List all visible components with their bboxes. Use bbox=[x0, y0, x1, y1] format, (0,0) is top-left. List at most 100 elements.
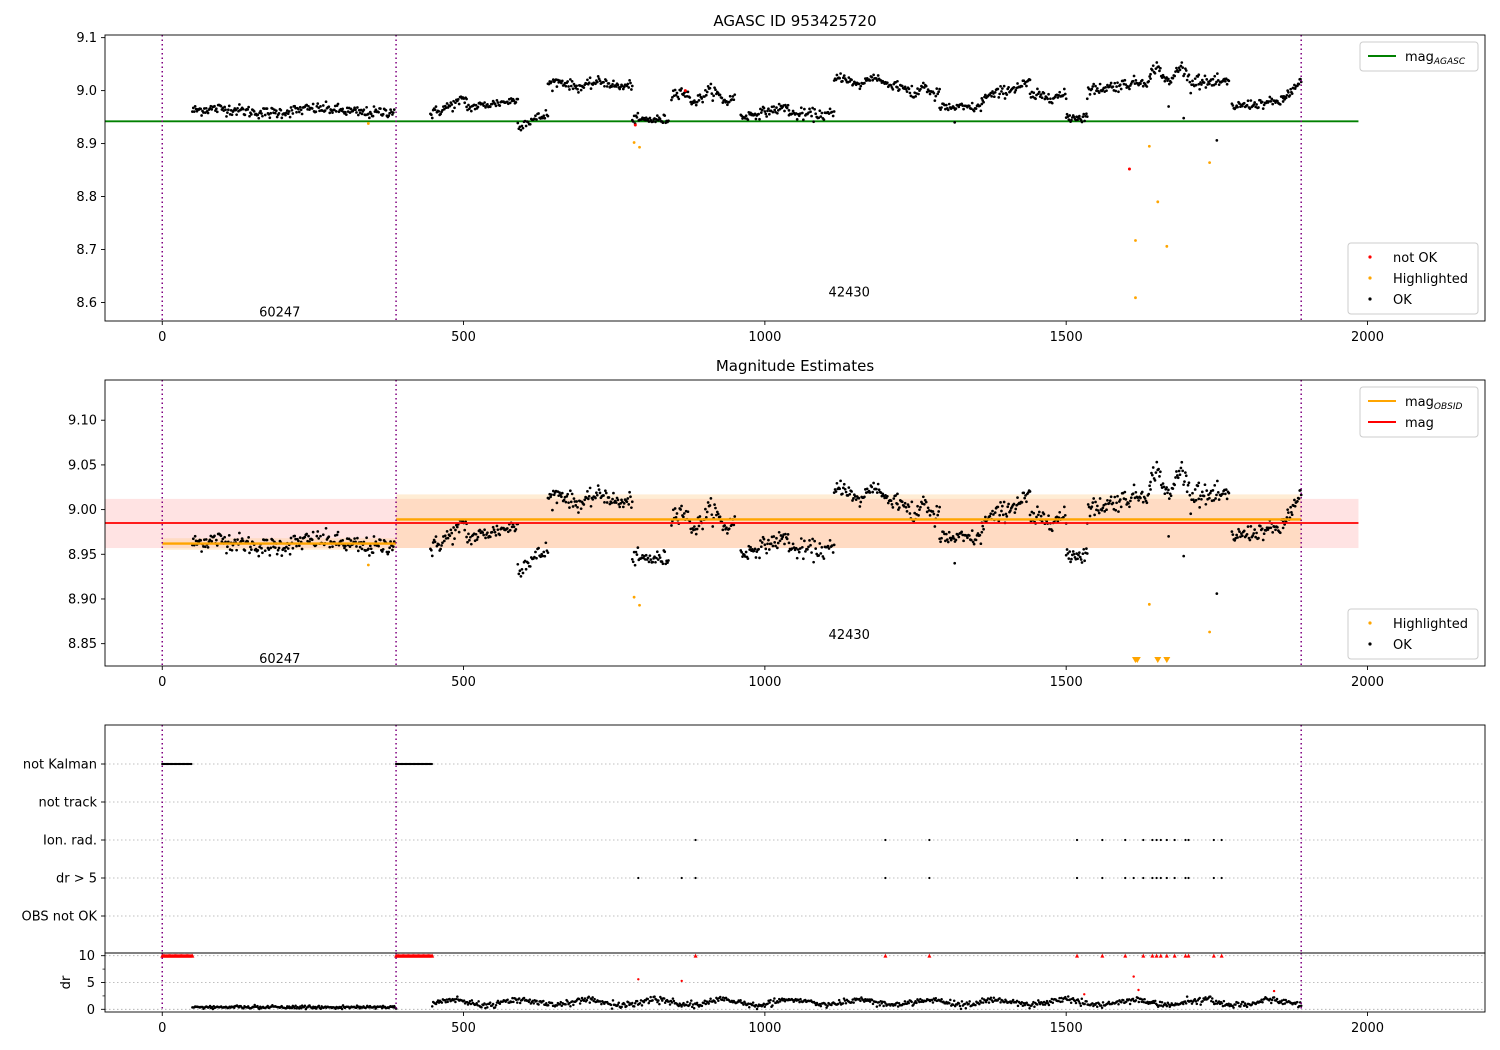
dr-point bbox=[1204, 996, 1207, 999]
ok-point bbox=[1200, 83, 1203, 86]
dr-point bbox=[875, 1005, 879, 1008]
ok-point bbox=[626, 497, 630, 500]
dr-point bbox=[590, 998, 593, 1001]
y-tick-label: 5 bbox=[87, 976, 95, 991]
ok-point bbox=[921, 81, 925, 85]
ok-point bbox=[384, 108, 388, 112]
ok-point bbox=[940, 536, 943, 540]
ok-point bbox=[891, 506, 895, 509]
dr-point bbox=[1071, 996, 1075, 1000]
dr-point bbox=[773, 997, 776, 1000]
dr-point bbox=[380, 1006, 384, 1010]
dr-point bbox=[453, 998, 456, 1001]
dr-point bbox=[871, 1002, 875, 1006]
ok-point bbox=[937, 90, 941, 94]
ok-point bbox=[981, 524, 985, 528]
ok-point bbox=[644, 553, 648, 557]
ok-point bbox=[316, 530, 320, 533]
ok-point bbox=[221, 537, 225, 541]
ok-point bbox=[695, 527, 699, 531]
ok-point bbox=[1043, 97, 1047, 101]
ok-point bbox=[1194, 83, 1198, 87]
ok-point bbox=[725, 526, 728, 530]
ok-point bbox=[1025, 500, 1028, 504]
ok-point bbox=[1012, 502, 1016, 506]
ok-point bbox=[240, 537, 244, 541]
ok-point bbox=[1216, 490, 1220, 494]
dr-point bbox=[772, 999, 775, 1003]
ok-point bbox=[387, 114, 391, 118]
dr-point bbox=[1214, 999, 1218, 1003]
dr-point bbox=[691, 1003, 695, 1006]
ok-point bbox=[311, 102, 315, 106]
dr-point bbox=[1028, 1006, 1031, 1010]
dr-point bbox=[211, 1007, 215, 1011]
flag-point bbox=[1155, 876, 1158, 880]
ok-point bbox=[1270, 97, 1274, 101]
ok-point bbox=[235, 113, 238, 117]
highlighted-point bbox=[1208, 161, 1212, 165]
ok-point bbox=[214, 107, 218, 111]
ok-point bbox=[260, 112, 263, 115]
ok-point bbox=[858, 505, 862, 508]
ok-point bbox=[628, 78, 631, 82]
ok-point bbox=[533, 117, 536, 121]
dr-point bbox=[1020, 1000, 1024, 1004]
ok-point bbox=[1184, 471, 1187, 474]
dr-red-point bbox=[680, 979, 683, 983]
ok-point bbox=[341, 539, 344, 542]
ok-point bbox=[935, 504, 939, 508]
ok-point bbox=[939, 540, 942, 544]
ok-point bbox=[1007, 502, 1010, 506]
ok-point bbox=[243, 549, 247, 552]
ok-point bbox=[634, 550, 638, 554]
ok-point bbox=[203, 545, 207, 549]
dr-point bbox=[1083, 1002, 1086, 1006]
ok-point bbox=[1176, 476, 1180, 480]
dr-point bbox=[1227, 1002, 1230, 1006]
dr-point bbox=[1158, 1000, 1162, 1004]
ok-point bbox=[1260, 100, 1264, 104]
dr-point bbox=[339, 1005, 343, 1009]
ok-point bbox=[814, 547, 818, 550]
ok-point bbox=[695, 100, 699, 104]
ok-point bbox=[274, 109, 278, 113]
ok-point bbox=[595, 80, 599, 84]
y-tick-label: 9.00 bbox=[68, 503, 97, 518]
dr-red-point bbox=[1272, 989, 1276, 993]
ok-point bbox=[496, 101, 500, 104]
ok-point bbox=[710, 513, 714, 517]
ok-point bbox=[560, 491, 564, 495]
ok-point bbox=[223, 535, 226, 539]
ok-point bbox=[1299, 493, 1303, 497]
ok-point bbox=[776, 546, 779, 550]
ok-point bbox=[976, 532, 980, 535]
ok-point bbox=[822, 118, 826, 121]
ok-point bbox=[311, 530, 315, 534]
ok-point bbox=[797, 114, 801, 118]
dr-point bbox=[535, 999, 538, 1003]
ok-point bbox=[974, 107, 978, 110]
ok-point bbox=[1183, 72, 1186, 76]
ok-point bbox=[839, 72, 842, 75]
ok-point bbox=[516, 97, 520, 101]
dr-point bbox=[1069, 1001, 1073, 1004]
ok-point bbox=[543, 116, 547, 120]
ok-point bbox=[785, 537, 789, 541]
ok-point bbox=[1111, 85, 1115, 89]
dr-point bbox=[1211, 1000, 1215, 1004]
ok-point bbox=[1181, 469, 1185, 473]
ok-point bbox=[1006, 505, 1010, 509]
dr-point bbox=[1037, 999, 1040, 1002]
dr-point bbox=[700, 1004, 704, 1008]
ok-point bbox=[490, 102, 494, 106]
ok-point bbox=[442, 539, 446, 543]
ok-point bbox=[491, 525, 495, 529]
flag-point bbox=[1187, 838, 1190, 842]
ok-point bbox=[1150, 471, 1153, 475]
dr-point bbox=[1169, 1003, 1172, 1007]
ok-point bbox=[589, 87, 593, 91]
dr-point bbox=[1127, 998, 1131, 1001]
dr-point bbox=[877, 1001, 881, 1004]
ok-point bbox=[230, 548, 234, 552]
